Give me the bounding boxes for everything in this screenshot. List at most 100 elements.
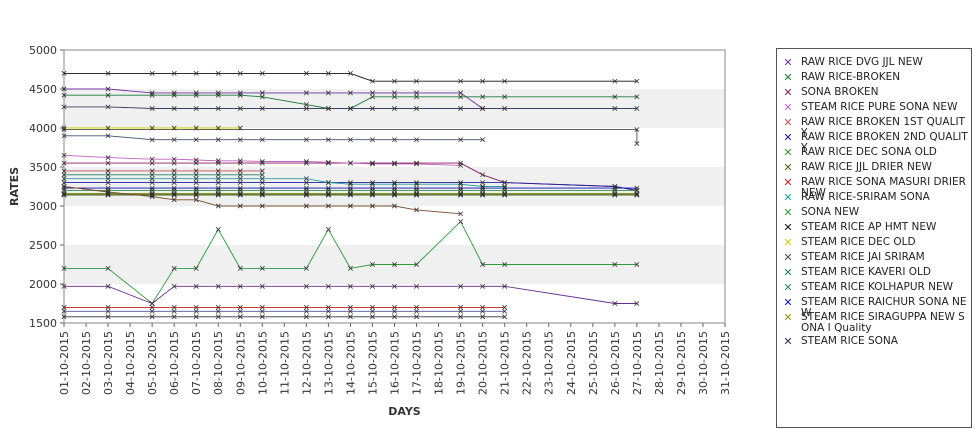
- data-point: [369, 308, 375, 314]
- data-point: [392, 283, 397, 289]
- data-point: [259, 70, 265, 76]
- data-point: [215, 308, 221, 314]
- data-point: [259, 265, 265, 271]
- legend-label: STEAM RICE AP HMT NEW: [801, 221, 937, 233]
- data-point: [303, 192, 309, 198]
- x-tick-label: 13-10-2015: [322, 331, 335, 395]
- data-point: [392, 203, 397, 209]
- data-point: [215, 106, 221, 111]
- data-point: [171, 185, 177, 191]
- data-point: [347, 181, 353, 187]
- x-tick-label: 25-10-2015: [587, 331, 600, 395]
- data-point: [392, 191, 397, 197]
- x-tick-label: 02-10-2015: [80, 331, 93, 395]
- data-point: [171, 197, 177, 203]
- data-point: [458, 304, 464, 310]
- data-point: [502, 185, 508, 191]
- data-point: [347, 180, 353, 186]
- data-point: [480, 304, 486, 310]
- data-point: [105, 172, 111, 178]
- data-point: [369, 185, 375, 191]
- data-point: [414, 207, 420, 213]
- data-point: [303, 185, 309, 191]
- data-point: [237, 137, 243, 143]
- data-point: [193, 70, 199, 76]
- data-point: [61, 176, 67, 182]
- data-point: [303, 90, 309, 96]
- data-point: [458, 283, 464, 289]
- data-point: [61, 265, 67, 271]
- y-tick-label: 4000: [29, 122, 57, 135]
- data-point: [237, 106, 243, 111]
- data-point: [502, 94, 508, 100]
- data-point: [414, 304, 420, 310]
- data-point: [259, 90, 265, 96]
- data-point: [458, 180, 464, 186]
- data-point: [303, 137, 309, 143]
- data-point: [149, 185, 155, 191]
- data-point: [237, 92, 243, 98]
- y-tick-label: 1500: [29, 317, 57, 330]
- data-point: [193, 92, 199, 98]
- data-point: [458, 162, 464, 168]
- data-point: [502, 184, 508, 189]
- data-point: [325, 314, 331, 320]
- data-point: [193, 90, 199, 96]
- x-tick-label: 26-10-2015: [609, 331, 622, 395]
- data-point: [347, 90, 353, 96]
- data-point: [458, 90, 464, 96]
- data-point: [634, 262, 640, 267]
- data-point: [61, 283, 67, 289]
- data-point: [105, 265, 111, 271]
- data-point: [193, 180, 199, 186]
- data-point: [237, 176, 243, 182]
- legend-label: SONA NEW: [801, 206, 860, 218]
- data-point: [414, 160, 420, 166]
- data-point: [392, 262, 397, 267]
- data-point: [171, 92, 177, 98]
- legend-label: STEAM RICE KOLHAPUR NEW: [801, 281, 954, 293]
- data-point: [369, 160, 375, 166]
- data-point: [480, 94, 486, 100]
- legend-marker-icon: ✕: [783, 86, 793, 99]
- y-tick-label: 3000: [29, 200, 57, 213]
- data-point: [634, 191, 640, 197]
- data-point: [149, 92, 155, 98]
- data-point: [480, 283, 486, 289]
- data-point: [480, 106, 486, 111]
- data-point: [237, 185, 243, 191]
- data-point: [215, 185, 221, 191]
- y-tick-label: 3500: [29, 161, 57, 174]
- data-point: [369, 192, 375, 198]
- data-point: [392, 314, 397, 320]
- data-point: [61, 192, 67, 198]
- data-point: [325, 192, 331, 198]
- data-point: [369, 94, 375, 100]
- data-point: [347, 203, 353, 209]
- data-point: [392, 185, 397, 191]
- data-point: [369, 161, 375, 167]
- data-point: [237, 265, 243, 271]
- x-tick-label: 21-10-2015: [499, 331, 512, 395]
- data-point: [171, 168, 177, 174]
- data-point: [193, 191, 199, 197]
- data-point: [215, 180, 221, 186]
- legend-label: STEAM RICE SONA: [801, 335, 898, 347]
- y-axis-title: RATES: [8, 167, 21, 206]
- legend-marker-icon: ✕: [783, 116, 793, 129]
- data-point: [325, 159, 331, 165]
- data-point: [105, 185, 111, 191]
- data-point: [414, 185, 420, 191]
- data-point: [612, 192, 618, 198]
- data-point: [105, 191, 111, 197]
- data-point: [171, 160, 177, 166]
- data-point: [193, 283, 199, 289]
- x-tick-label: 08-10-2015: [212, 331, 225, 395]
- data-point: [149, 304, 155, 310]
- data-point: [369, 191, 375, 197]
- data-point: [414, 308, 420, 314]
- data-point: [502, 106, 508, 111]
- data-point: [193, 157, 199, 163]
- data-point: [458, 106, 464, 111]
- series-line: [64, 135, 483, 141]
